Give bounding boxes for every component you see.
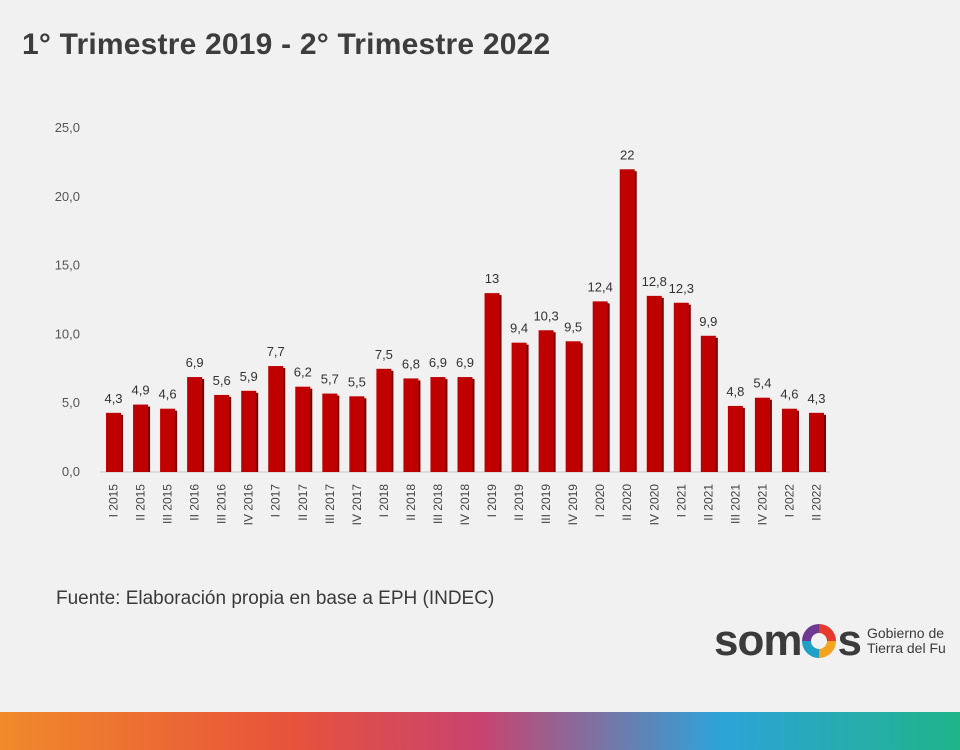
data-label: 4,6 [159, 387, 177, 402]
x-tick-label: I 2020 [593, 484, 607, 518]
data-label: 6,9 [456, 355, 474, 370]
data-label: 5,9 [240, 369, 258, 384]
x-tick-label: IV 2021 [755, 484, 769, 526]
data-label: 13 [485, 271, 499, 286]
data-label: 12,3 [669, 281, 694, 296]
y-tick-label: 0,0 [62, 464, 80, 479]
chart-title: 1° Trimestre 2019 - 2° Trimestre 2022 [22, 28, 551, 61]
bar [349, 396, 365, 472]
data-label: 4,3 [104, 391, 122, 406]
data-label: 4,9 [132, 383, 150, 398]
data-label: 22 [620, 147, 634, 162]
logo-wordmark: som s [714, 616, 862, 666]
bar [511, 342, 527, 472]
data-label: 9,4 [510, 321, 528, 336]
x-tick-label: II 2016 [188, 484, 202, 521]
data-label: 4,3 [807, 391, 825, 406]
bar [241, 390, 257, 472]
x-tick-label: IV 2020 [647, 484, 661, 526]
x-tick-label: I 2022 [782, 484, 796, 518]
bar [619, 169, 635, 472]
bar [538, 330, 554, 472]
x-tick-label: II 2021 [701, 484, 715, 521]
bar [727, 405, 743, 472]
x-tick-label: II 2020 [620, 484, 634, 521]
data-label: 9,5 [564, 319, 582, 334]
data-label: 4,6 [780, 387, 798, 402]
x-tick-label: I 2021 [674, 484, 688, 518]
data-label: 6,8 [402, 356, 420, 371]
data-label: 12,4 [588, 279, 613, 294]
bar [592, 301, 608, 472]
logo-text-part2: s [837, 616, 862, 665]
bar [808, 412, 824, 472]
somos-logo: som s Gobierno de Tierra del Fu [714, 616, 960, 666]
bar [565, 341, 581, 472]
y-tick-label: 25,0 [55, 120, 80, 135]
logo-ring-icon [802, 624, 837, 658]
x-tick-label: I 2017 [269, 484, 283, 518]
x-tick-label: II 2018 [404, 484, 418, 521]
bar [754, 397, 770, 472]
x-tick-label: III 2015 [161, 484, 175, 524]
data-label: 6,9 [186, 355, 204, 370]
data-label: 6,2 [294, 365, 312, 380]
bar [214, 394, 230, 472]
bar [133, 404, 149, 472]
bar [646, 295, 662, 472]
bar-chart: 0,0 5,0 10,0 15,0 20,0 25,0 4,3 I 2015 4,9 II 201… [55, 120, 830, 526]
x-tick-label: II 2022 [809, 484, 823, 521]
bar [457, 377, 473, 472]
bar [322, 393, 338, 472]
bar [781, 408, 797, 472]
bar [673, 302, 689, 472]
x-tick-label: I 2018 [377, 484, 391, 518]
x-tick-label: IV 2019 [566, 484, 580, 526]
logo-subtitle-line2: Tierra del Fu [866, 640, 946, 656]
bar [484, 293, 500, 472]
data-label: 4,8 [726, 384, 744, 399]
x-tick-label: III 2018 [431, 484, 445, 524]
y-tick-label: 10,0 [55, 326, 80, 341]
brand-color-band [0, 712, 960, 750]
x-tick-label: I 2019 [485, 484, 499, 518]
x-tick-label: III 2019 [539, 484, 553, 524]
logo-text-part1: som [714, 616, 802, 665]
data-label: 7,5 [375, 347, 393, 362]
bar [268, 366, 284, 472]
bar [106, 412, 122, 472]
data-label: 5,5 [348, 374, 366, 389]
bar [187, 377, 203, 472]
x-tick-label: IV 2016 [242, 484, 256, 526]
logo-subtitle: Gobierno de Tierra del Fu [867, 626, 946, 656]
y-tick-label: 15,0 [55, 258, 80, 273]
bar [403, 378, 419, 472]
y-tick-label: 5,0 [62, 395, 80, 410]
x-tick-label: I 2015 [107, 484, 121, 518]
data-label: 5,6 [213, 373, 231, 388]
x-tick-label: III 2021 [728, 484, 742, 524]
x-tick-label: II 2017 [296, 484, 310, 521]
bar [376, 368, 392, 472]
x-tick-label: II 2019 [512, 484, 526, 521]
data-label: 12,8 [642, 274, 667, 289]
source-note: Fuente: Elaboración propia en base a EPH… [56, 588, 495, 609]
x-tick-label: IV 2017 [350, 484, 364, 526]
bar [700, 335, 716, 472]
data-label: 5,7 [321, 372, 339, 387]
bar [160, 408, 176, 472]
y-tick-label: 20,0 [55, 189, 80, 204]
x-tick-label: IV 2018 [458, 484, 472, 526]
data-label: 5,4 [753, 376, 771, 391]
data-label: 9,9 [699, 314, 717, 329]
x-tick-label: III 2016 [215, 484, 229, 524]
bar [295, 386, 311, 472]
logo-subtitle-line1: Gobierno de [866, 625, 945, 641]
data-label: 6,9 [429, 355, 447, 370]
x-tick-label: II 2015 [134, 484, 148, 521]
x-tick-label: III 2017 [323, 484, 337, 524]
data-label: 10,3 [533, 308, 558, 323]
data-label: 7,7 [267, 344, 285, 359]
bar [430, 377, 446, 472]
